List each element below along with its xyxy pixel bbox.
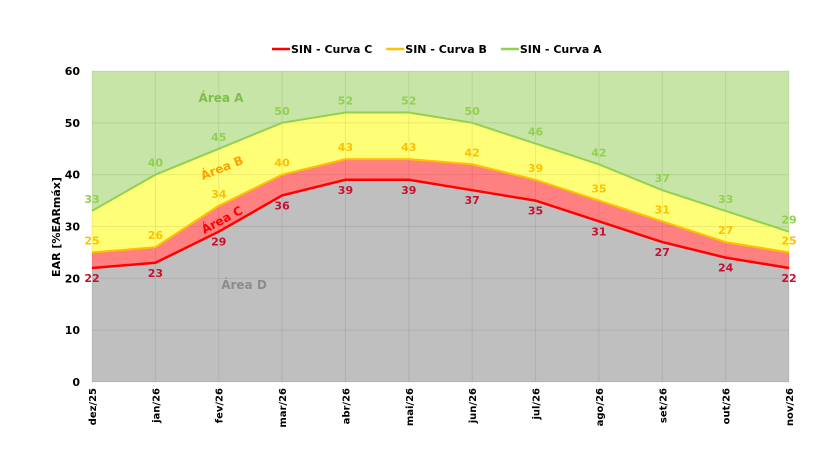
data-label: 31 xyxy=(655,203,670,216)
data-label: 31 xyxy=(591,225,606,238)
y-tick-label: 10 xyxy=(65,324,81,337)
x-tick-label: nov/26 xyxy=(785,388,796,426)
x-tick-label: dez/25 xyxy=(88,388,99,425)
x-tick-label: jan/26 xyxy=(151,388,162,424)
data-label: 42 xyxy=(591,146,606,159)
data-label: 52 xyxy=(338,94,353,107)
data-label: 50 xyxy=(465,105,481,118)
x-tick-label: abr/26 xyxy=(341,388,352,424)
data-label: 40 xyxy=(274,157,290,170)
area-d-label: Área D xyxy=(221,277,267,292)
x-tick-label: out/26 xyxy=(722,388,733,424)
data-label: 52 xyxy=(401,94,416,107)
series-line xyxy=(91,178,790,270)
x-tick-label: mai/26 xyxy=(405,388,416,426)
x-tick-label: mar/26 xyxy=(278,388,289,428)
data-label: 22 xyxy=(781,272,796,285)
data-label: 27 xyxy=(655,246,670,259)
legend-entry: SIN - Curva C xyxy=(291,43,372,56)
data-label: 42 xyxy=(465,146,480,159)
data-label: 35 xyxy=(591,183,606,196)
data-label: 29 xyxy=(211,236,226,249)
data-label: 26 xyxy=(148,229,164,242)
area-b xyxy=(92,112,789,253)
area-d xyxy=(92,179,789,382)
y-tick-label: 30 xyxy=(65,221,81,234)
data-label: 29 xyxy=(781,214,796,227)
data-label: 39 xyxy=(338,184,353,197)
area-a-label: Área A xyxy=(199,90,245,105)
x-tick-label: ago/26 xyxy=(595,388,606,426)
y-tick-label: 0 xyxy=(72,376,80,389)
data-label: 33 xyxy=(718,193,733,206)
x-tick-label: fev/26 xyxy=(215,388,226,423)
data-label: 27 xyxy=(718,224,733,237)
y-tick-label: 20 xyxy=(65,272,81,285)
data-label: 25 xyxy=(84,234,99,247)
x-tick-label: jun/26 xyxy=(468,388,479,424)
data-label: 36 xyxy=(274,199,290,212)
data-label: 22 xyxy=(84,272,99,285)
data-label: 39 xyxy=(401,184,416,197)
data-label: 50 xyxy=(274,105,290,118)
data-label: 43 xyxy=(338,141,353,154)
legend-entry: SIN - Curva B xyxy=(405,43,487,56)
legend-entry: SIN - Curva A xyxy=(520,43,602,56)
data-label: 33 xyxy=(84,193,99,206)
data-label: 37 xyxy=(465,194,480,207)
series-line xyxy=(91,111,790,233)
y-tick-label: 60 xyxy=(65,65,81,78)
data-label: 46 xyxy=(528,126,544,139)
data-label: 40 xyxy=(148,157,164,170)
data-label: 45 xyxy=(211,131,226,144)
x-tick-label: jul/26 xyxy=(532,388,543,421)
y-tick-label: 40 xyxy=(65,169,81,182)
data-label: 34 xyxy=(211,188,227,201)
y-axis-label: EAR [%EARmáx] xyxy=(50,177,63,277)
data-label: 37 xyxy=(655,172,670,185)
data-label: 24 xyxy=(718,262,734,275)
series-line xyxy=(91,158,790,254)
data-label: 25 xyxy=(781,234,796,247)
y-tick-label: 50 xyxy=(65,117,81,130)
area-c xyxy=(92,159,789,268)
data-label: 43 xyxy=(401,141,416,154)
x-tick-label: set/26 xyxy=(658,388,669,423)
data-label: 23 xyxy=(148,267,163,280)
data-label: 35 xyxy=(528,205,543,218)
data-label: 39 xyxy=(528,162,543,175)
